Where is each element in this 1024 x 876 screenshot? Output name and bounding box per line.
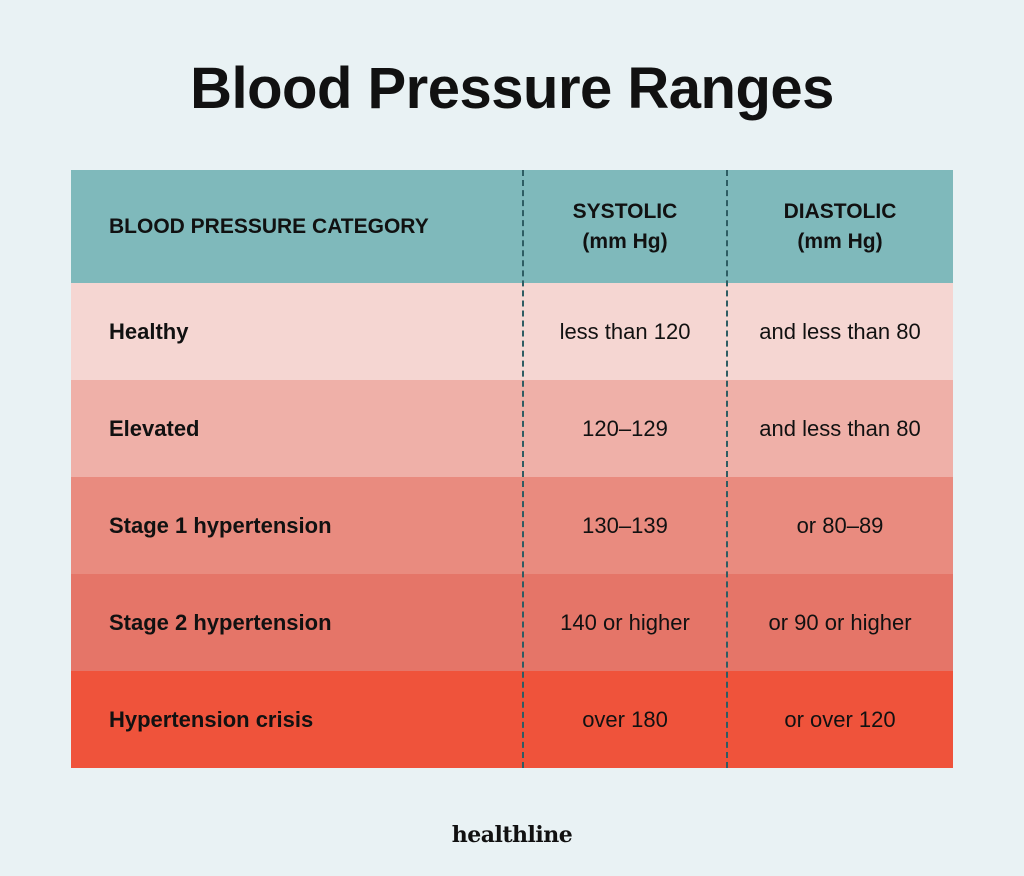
row-category: Stage 1 hypertension <box>109 512 332 538</box>
table-row: Hypertension crisis over 180 or over 120 <box>71 671 953 768</box>
row-category: Healthy <box>109 318 189 344</box>
blood-pressure-table: BLOOD PRESSURE CATEGORY SYSTOLIC (mm Hg)… <box>71 170 953 768</box>
header-diastolic-label: DIASTOLIC <box>783 199 897 223</box>
table-header: BLOOD PRESSURE CATEGORY SYSTOLIC (mm Hg)… <box>71 170 953 283</box>
row-diastolic: or 90 or higher <box>768 609 912 635</box>
table-row: Healthy less than 120 and less than 80 <box>71 283 953 380</box>
header-systolic-label: SYSTOLIC <box>572 199 678 223</box>
table-row: Stage 1 hypertension 130–139 or 80–89 <box>71 477 953 574</box>
column-divider <box>522 170 524 768</box>
header-systolic: SYSTOLIC (mm Hg) <box>523 197 727 257</box>
page-title: Blood Pressure Ranges <box>190 56 834 121</box>
row-systolic: 130–139 <box>582 512 668 538</box>
table-row: Stage 2 hypertension 140 or higher or 90… <box>71 574 953 671</box>
row-diastolic: or over 120 <box>784 706 896 732</box>
column-divider <box>726 170 728 768</box>
table-row: Elevated 120–129 and less than 80 <box>71 380 953 477</box>
row-systolic: less than 120 <box>559 318 691 344</box>
header-diastolic: DIASTOLIC (mm Hg) <box>727 197 953 257</box>
row-category: Stage 2 hypertension <box>109 609 332 635</box>
row-systolic: 140 or higher <box>560 609 690 635</box>
header-category: BLOOD PRESSURE CATEGORY <box>109 214 429 238</box>
row-diastolic: and less than 80 <box>759 318 921 344</box>
header-systolic-unit: (mm Hg) <box>582 229 668 253</box>
healthline-logo: healthline <box>451 822 573 848</box>
row-category: Elevated <box>109 415 200 441</box>
header-diastolic-unit: (mm Hg) <box>797 229 883 253</box>
row-systolic: over 180 <box>582 706 668 732</box>
row-category: Hypertension crisis <box>109 706 314 732</box>
row-diastolic: and less than 80 <box>759 415 921 441</box>
row-systolic: 120–129 <box>582 415 668 441</box>
row-diastolic: or 80–89 <box>796 512 884 538</box>
